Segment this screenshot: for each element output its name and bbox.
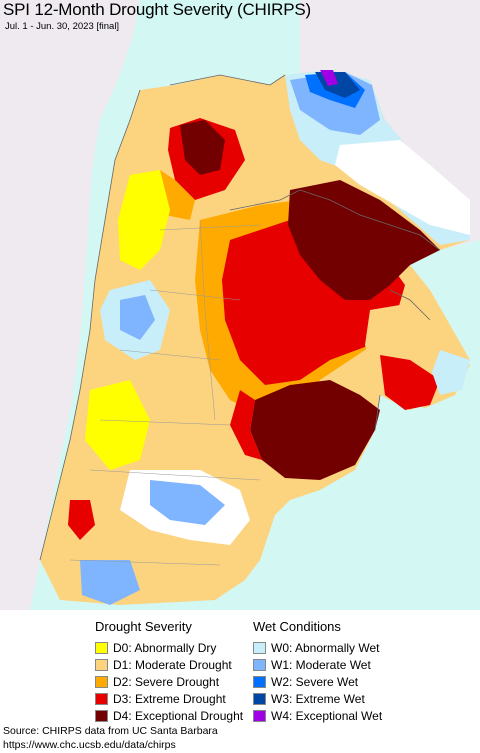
- wet-swatch: [253, 658, 266, 671]
- province-borders: [69, 219, 261, 566]
- wet-legend-label: W0: Abnormally Wet: [271, 640, 380, 655]
- drought-swatch: [95, 692, 108, 705]
- wet-legend-label: W4: Exceptional Wet: [271, 708, 383, 723]
- wet-swatch: [253, 709, 266, 722]
- chile-land: [0, 0, 140, 610]
- wet-legend-item: W0: Abnormally Wet: [253, 640, 379, 655]
- drought-legend-item: D1: Moderate Drought: [95, 657, 232, 672]
- source-url[interactable]: https://www.chc.ucsb.edu/data/chirps: [3, 739, 176, 751]
- abnormally-dry-mid: [85, 380, 150, 470]
- drought-legend-item: D2: Severe Drought: [95, 674, 219, 689]
- wet-swatch: [253, 675, 266, 688]
- drought-legend-label: D4: Exceptional Drought: [113, 708, 244, 723]
- wet-legend-label: W3: Extreme Wet: [271, 691, 365, 706]
- page-title: SPI 12-Month Drought Severity (CHIRPS): [3, 0, 311, 19]
- drought-legend-label: D0: Abnormally Dry: [113, 640, 217, 655]
- page-subtitle: Jul. 1 - Jun. 30, 2023 [final]: [5, 21, 120, 32]
- legend-heading-wet: Wet Conditions: [253, 619, 341, 634]
- country-borders: [39, 74, 441, 561]
- drought-swatch: [95, 675, 108, 688]
- exceptional-wet-north: [320, 70, 338, 86]
- map-canvas: [0, 0, 480, 610]
- abnormally-dry-west: [118, 170, 170, 270]
- wet-south-w2: [80, 560, 140, 605]
- wet-legend-item: W2: Severe Wet: [253, 674, 358, 689]
- drought-legend-item: D0: Abnormally Dry: [95, 640, 216, 655]
- legend: Drought Severity Wet Conditions D0: Abno…: [0, 610, 480, 723]
- drought-swatch: [95, 641, 108, 654]
- drought-swatch: [95, 709, 108, 722]
- white-north: [335, 140, 470, 235]
- wet-legend-label: W2: Severe Wet: [271, 674, 359, 689]
- drought-east-d3: [380, 355, 440, 410]
- drought-legend-item: D4: Exceptional Drought: [95, 708, 243, 723]
- drought-legend-label: D3: Extreme Drought: [113, 691, 226, 706]
- drought-swatch: [95, 658, 108, 671]
- source-text: Source: CHIRPS data from UC Santa Barbar…: [3, 725, 218, 737]
- wet-swatch: [253, 641, 266, 654]
- wet-east-w0: [432, 350, 470, 395]
- wet-legend-item: W4: Exceptional Wet: [253, 708, 382, 723]
- drought-pampa-d4: [250, 380, 380, 480]
- wet-legend-item: W1: Moderate Wet: [253, 657, 371, 672]
- drought-legend-label: D2: Severe Drought: [113, 674, 220, 689]
- legend-heading-drought: Drought Severity: [95, 619, 192, 634]
- drought-paraguay-d4: [288, 180, 440, 300]
- wet-swatch: [253, 692, 266, 705]
- wet-patagonia-w1: [150, 480, 225, 525]
- drought-legend-label: D1: Moderate Drought: [113, 657, 232, 672]
- wet-legend-label: W1: Moderate Wet: [271, 657, 371, 672]
- drought-nw-d4: [180, 120, 225, 175]
- drought-legend-item: D3: Extreme Drought: [95, 691, 226, 706]
- drought-map: SPI 12-Month Drought Severity (CHIRPS) J…: [0, 0, 480, 610]
- drought-pampa-d3: [230, 390, 262, 460]
- drought-patagonia-d3: [68, 500, 95, 540]
- wet-west-w1: [120, 295, 155, 340]
- wet-legend-item: W3: Extreme Wet: [253, 691, 365, 706]
